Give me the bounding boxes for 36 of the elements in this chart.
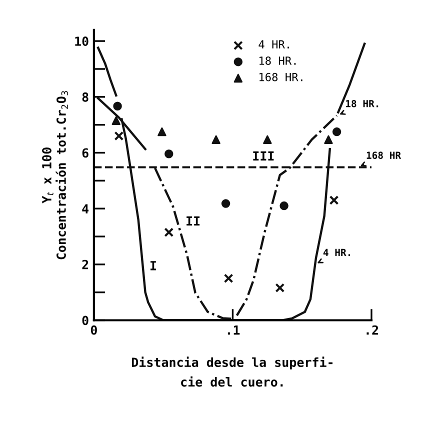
annotation: 168 HR <box>366 152 402 159</box>
point <box>113 102 122 110</box>
point <box>221 199 230 208</box>
y-tick-label: 8 <box>82 92 88 102</box>
x-tick-label: .1 <box>228 325 240 335</box>
legend-label: 168 HR. <box>260 72 302 82</box>
point <box>224 274 234 284</box>
x-tick-label: .2 <box>366 325 378 335</box>
point <box>114 131 124 141</box>
x-axis-title: Distancia desde la superfi- cie del cuero. <box>132 356 332 387</box>
point <box>164 228 174 238</box>
annotation: I <box>150 261 156 270</box>
point <box>263 135 272 144</box>
line-series <box>96 46 118 97</box>
annotation: 4 HR. <box>323 248 350 256</box>
y-tick-label: 4 <box>82 204 89 214</box>
point <box>164 149 174 158</box>
point <box>275 283 285 293</box>
point <box>158 127 166 136</box>
y-tick-label: 2 <box>82 260 88 270</box>
y-tick-label: 6 <box>82 148 88 158</box>
annotation: II <box>186 216 200 226</box>
annotation: III <box>253 151 274 160</box>
legend-label: 4 HR. <box>258 40 289 48</box>
point <box>212 135 220 144</box>
point <box>324 135 333 144</box>
x-tick-label: 0 <box>90 325 97 335</box>
point <box>280 201 288 210</box>
point <box>329 195 339 205</box>
y-tick-label: 0 <box>82 316 88 326</box>
point <box>332 127 342 136</box>
y-axis-title: Y$_{t}$ x 100 Concentración tot.Cr$_{2}$O$_{3}$ <box>42 91 68 260</box>
annotation: 18 HR. <box>346 100 378 108</box>
point <box>112 116 121 125</box>
y-tick-label: 10 <box>75 36 88 46</box>
legend-label: 18 HR. <box>260 56 296 65</box>
